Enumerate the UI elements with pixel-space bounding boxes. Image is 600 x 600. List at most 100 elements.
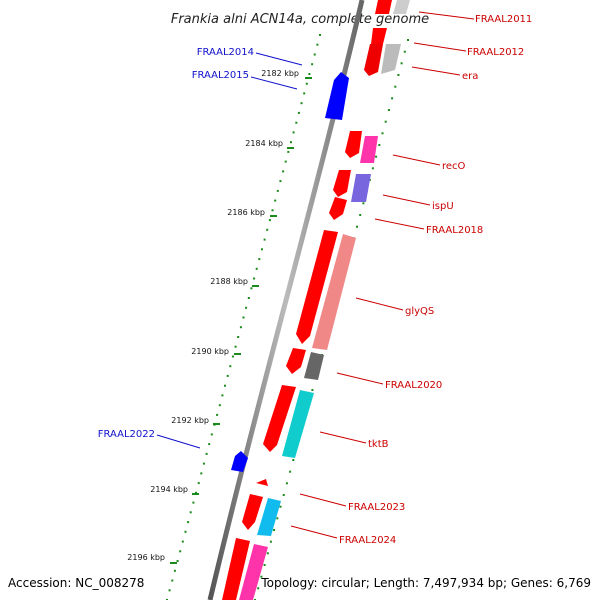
guide-dot	[375, 155, 378, 158]
guide-dot	[266, 228, 269, 231]
topology-text: Topology: circular; Length: 7,497,934 bp…	[260, 576, 591, 590]
guide-dot	[287, 150, 290, 153]
guide-dot	[184, 530, 187, 533]
label-fraal2011[interactable]: FRAAL2011	[475, 14, 532, 25]
reverse-strand-features	[222, 0, 410, 600]
guide-dot	[266, 552, 269, 555]
guide-dot	[197, 482, 200, 485]
guide-dot	[195, 491, 197, 494]
label-fraal2023[interactable]: FRAAL2023	[348, 502, 405, 513]
tick-label: 2194 kbp	[150, 485, 188, 494]
gene-fraal2020-cds[interactable]	[286, 348, 306, 374]
gene-tktb-cog[interactable]	[282, 390, 314, 458]
tick-2186: 2186 kbp	[227, 208, 277, 217]
guide-dot	[210, 433, 213, 436]
guide-dot	[394, 85, 397, 88]
guide-dot	[231, 355, 234, 358]
guide-dot	[400, 62, 403, 65]
guide-dot	[282, 170, 285, 173]
guide-dot	[268, 219, 271, 222]
gene-era-cds[interactable]	[364, 44, 383, 76]
tick-2188: 2188 kbp	[210, 277, 259, 287]
gene-era-cog[interactable]	[381, 44, 401, 74]
gene-ispu-cog[interactable]	[351, 174, 371, 202]
guide-dot	[356, 225, 358, 228]
tick-label: 2188 kbp	[210, 277, 248, 286]
gene-fraal2023-cds[interactable]	[256, 479, 268, 486]
label-glyqs[interactable]: glyQS	[405, 306, 434, 317]
guide-dot	[284, 160, 287, 163]
guide-dot	[200, 472, 203, 475]
gene-fraal2011-cds[interactable]	[375, 0, 392, 14]
guide-dot	[171, 579, 174, 582]
label-fraal2014[interactable]: FRAAL2014	[197, 47, 254, 58]
tick-2194: 2194 kbp	[150, 485, 199, 495]
label-reco[interactable]: recO	[442, 161, 466, 172]
guide-dot	[292, 131, 295, 134]
label-fraal2015[interactable]: FRAAL2015	[192, 70, 249, 81]
label-fraal2012[interactable]: FRAAL2012	[467, 47, 524, 58]
gene-fraal2011-cog[interactable]	[393, 0, 410, 14]
guide-dot	[221, 394, 224, 397]
guide-dot	[255, 267, 258, 270]
guide-dot	[407, 39, 409, 41]
guide-dot	[263, 564, 266, 566]
gene-fraal2022-cds[interactable]	[231, 451, 248, 472]
guide-dot	[378, 144, 381, 146]
label-fraal2018[interactable]: FRAAL2018	[426, 225, 483, 236]
gene-fraal2012-cds[interactable]	[371, 28, 387, 44]
label-fraal2024[interactable]: FRAAL2024	[339, 535, 396, 546]
guide-dot	[295, 121, 298, 124]
gene-fraal2025-cds[interactable]	[222, 538, 250, 600]
guide-dot	[297, 111, 300, 114]
guide-dot	[290, 141, 292, 144]
guide-dot	[269, 540, 272, 543]
guide-dot	[229, 365, 232, 368]
label-tktb[interactable]: tktB	[368, 439, 389, 450]
guide-dot	[202, 462, 205, 465]
gene-tktb-cds[interactable]	[263, 385, 296, 452]
guide-dot	[242, 316, 245, 319]
guide-dot	[319, 34, 321, 36]
guide-dot	[303, 92, 306, 95]
guide-dot	[274, 199, 277, 202]
guide-dot	[279, 180, 282, 183]
label-era[interactable]: era	[462, 71, 478, 82]
gene-fraal2024-cog[interactable]	[257, 498, 281, 536]
guide-dot	[282, 494, 285, 496]
tick-2182: 2182 kbp	[261, 69, 312, 79]
guide-dot	[205, 452, 208, 455]
gene-glyqs-cds[interactable]	[296, 230, 338, 344]
guide-dot	[311, 63, 314, 66]
gene-glyqs-cog[interactable]	[312, 234, 356, 350]
gene-fraal2025-cog[interactable]	[239, 544, 268, 600]
gene-fraal2024-cds[interactable]	[242, 494, 263, 530]
guide-dot	[168, 589, 171, 592]
guide-dot	[387, 109, 390, 111]
label-fraal2020[interactable]: FRAAL2020	[385, 380, 442, 391]
guide-dot	[234, 345, 237, 348]
guide-dot	[179, 550, 182, 553]
guide-dot	[292, 459, 295, 461]
gene-fraal2020-cog[interactable]	[304, 352, 324, 380]
guide-dot	[218, 404, 221, 407]
guide-dot	[176, 560, 179, 562]
guide-dot	[276, 517, 279, 520]
guide-dot	[273, 529, 276, 531]
tick-2184: 2184 kbp	[245, 139, 294, 149]
gene-reco-cds[interactable]	[345, 131, 362, 158]
guide-dot	[181, 540, 184, 543]
label-ispu[interactable]: ispU	[432, 201, 454, 212]
gene-fraal2018-cds[interactable]	[329, 197, 347, 220]
label-fraal2022[interactable]: FRAAL2022	[98, 429, 155, 440]
tick-2190: 2190 kbp	[191, 347, 241, 356]
tick-guide-dots	[166, 34, 409, 600]
guide-dot	[187, 521, 190, 524]
gene-fraal2015-cds[interactable]	[325, 72, 349, 120]
map-title: Frankia alni ACN14a, complete genome	[171, 12, 429, 27]
gene-ispu-cds[interactable]	[333, 170, 351, 197]
tick-label: 2196 kbp	[127, 553, 165, 562]
gene-reco-cog[interactable]	[360, 136, 378, 163]
guide-dot	[384, 120, 387, 123]
tick-2196: 2196 kbp	[127, 553, 177, 564]
